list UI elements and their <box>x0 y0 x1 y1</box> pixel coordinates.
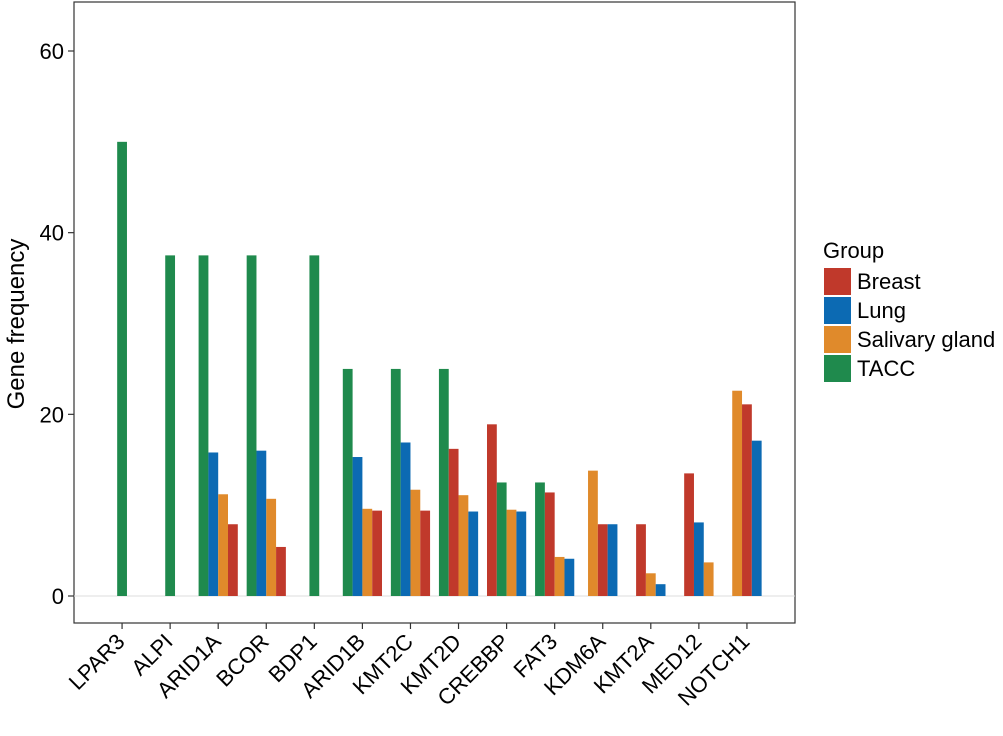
legend-key-salivary-gland <box>824 326 851 353</box>
bar-kmt2a-salivary-gland <box>645 573 656 596</box>
y-tick-label: 60 <box>40 39 64 64</box>
bar-bcor-lung <box>256 450 267 596</box>
bar-kdm6a-breast <box>597 524 608 596</box>
bar-crebbp-lung <box>516 511 527 596</box>
bar-arid1b-salivary-gland <box>362 508 373 596</box>
bar-notch1-salivary-gland <box>732 390 743 596</box>
bar-kmt2c-tacc <box>390 368 401 596</box>
bar-arid1b-lung <box>352 457 363 596</box>
y-axis: 0 20 40 60 <box>40 39 74 609</box>
y-tick-label: 40 <box>40 221 64 246</box>
bars-group <box>117 141 762 597</box>
plot-panel <box>73 1 796 624</box>
bar-bcor-breast <box>276 546 286 596</box>
bar-arid1b-tacc <box>342 368 353 596</box>
x-axis: LPAR3ALPIARID1ABCORBDP1ARID1BKMT2CKMT2DC… <box>64 623 754 711</box>
y-axis-title: Gene frequency <box>3 239 30 410</box>
bar-bcor-tacc <box>246 255 257 597</box>
bar-kmt2a-breast <box>636 524 646 596</box>
bar-crebbp-tacc <box>496 482 507 596</box>
bar-bcor-salivary-gland <box>266 498 277 596</box>
bar-fat3-tacc <box>535 482 545 596</box>
bar-arid1a-salivary-gland <box>218 494 228 596</box>
legend-title: Group <box>823 238 884 263</box>
bar-arid1a-breast <box>228 524 238 596</box>
bar-med12-lung <box>693 522 704 596</box>
y-tick-label: 0 <box>52 584 64 609</box>
bar-arid1a-tacc <box>198 255 209 597</box>
bar-kmt2c-salivary-gland <box>410 489 421 596</box>
x-tick-label: BCOR <box>211 629 274 692</box>
bar-kmt2d-tacc <box>438 368 449 596</box>
bar-lpar3-tacc <box>117 141 127 596</box>
bar-arid1b-breast <box>372 510 382 596</box>
legend-label-lung: Lung <box>857 298 906 323</box>
legend-key-lung <box>824 297 851 324</box>
bar-bdp1-tacc <box>309 255 320 597</box>
bar-fat3-lung <box>564 558 575 596</box>
legend-key-tacc <box>824 355 851 382</box>
bar-notch1-lung <box>751 440 762 596</box>
bar-kmt2c-breast <box>420 510 431 596</box>
plot-border <box>73 1 796 624</box>
x-tick-label: LPAR3 <box>64 629 130 695</box>
bar-crebbp-salivary-gland <box>506 509 517 596</box>
bar-arid1a-lung <box>208 452 219 596</box>
bar-kmt2c-lung <box>400 442 411 596</box>
bar-kmt2a-lung <box>655 584 666 596</box>
bar-kdm6a-salivary-gland <box>588 470 598 596</box>
legend-label-breast: Breast <box>857 269 921 294</box>
bar-kmt2d-lung <box>468 511 479 596</box>
bar-fat3-salivary-gland <box>554 556 565 596</box>
bar-kdm6a-lung <box>607 524 618 596</box>
legend-key-breast <box>824 268 851 295</box>
legend-label-tacc: TACC <box>857 356 915 381</box>
bar-kmt2d-breast <box>448 448 459 596</box>
legend-label-salivary-gland: Salivary gland <box>857 327 995 352</box>
bar-notch1-breast <box>742 404 752 596</box>
bar-crebbp-breast <box>487 424 497 596</box>
bar-med12-breast <box>684 473 694 597</box>
bar-alpi-tacc <box>165 255 176 597</box>
legend: Group Breast Lung Salivary gland TACC <box>823 238 995 382</box>
bar-med12-salivary-gland <box>703 562 714 596</box>
bar-fat3-breast <box>544 492 555 596</box>
bar-kmt2d-salivary-gland <box>458 495 469 596</box>
y-tick-label: 20 <box>40 402 64 427</box>
